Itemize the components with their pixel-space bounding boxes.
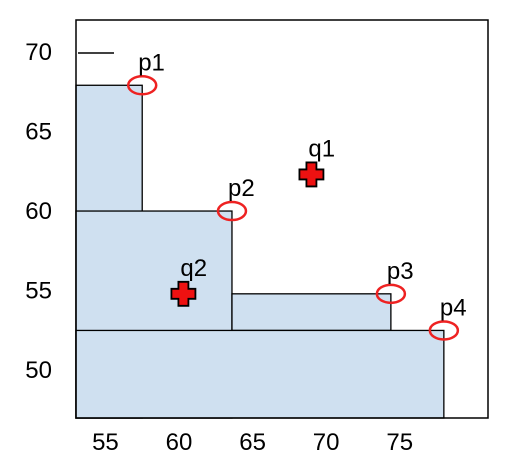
y-tick-label: 65 bbox=[25, 118, 52, 145]
x-axis-tick-labels: 55 60 65 70 75 bbox=[92, 429, 413, 456]
query-label-q2: q2 bbox=[180, 255, 207, 282]
skyline-label-p3: p3 bbox=[387, 258, 414, 285]
skyline-point-p1 bbox=[126, 75, 158, 96]
skyline-point-p4 bbox=[428, 320, 460, 341]
skyline-points: p1 p2 p3 p4 bbox=[126, 49, 467, 341]
skyline-point-p3 bbox=[375, 283, 407, 305]
x-tick-label: 70 bbox=[313, 429, 340, 456]
y-tick-label: 60 bbox=[25, 198, 52, 225]
x-tick-label: 60 bbox=[166, 429, 193, 456]
y-tick-label: 70 bbox=[25, 39, 52, 66]
plot-frame bbox=[75, 19, 489, 419]
query-point-q2 bbox=[170, 280, 197, 307]
dominated-region-4 bbox=[75, 329, 445, 419]
query-point-q1 bbox=[298, 161, 325, 188]
x-tick-label: 75 bbox=[386, 429, 413, 456]
skyline-label-p4: p4 bbox=[440, 294, 467, 321]
skyline-label-p1: p1 bbox=[138, 49, 165, 76]
query-label-q1: q1 bbox=[308, 135, 335, 162]
skyline-label-p2: p2 bbox=[228, 175, 255, 202]
dominated-regions bbox=[75, 84, 445, 419]
skyline-point-p2 bbox=[216, 200, 248, 222]
y-tick-label: 50 bbox=[25, 357, 52, 384]
dominated-region-3 bbox=[231, 293, 392, 332]
x-tick-label: 65 bbox=[239, 429, 266, 456]
x-tick-label: 55 bbox=[92, 429, 119, 456]
query-points: q1 q2 bbox=[170, 135, 335, 307]
y-tick-label: 55 bbox=[25, 278, 52, 305]
y-axis-tick-labels: 50 55 60 65 70 bbox=[25, 39, 52, 384]
